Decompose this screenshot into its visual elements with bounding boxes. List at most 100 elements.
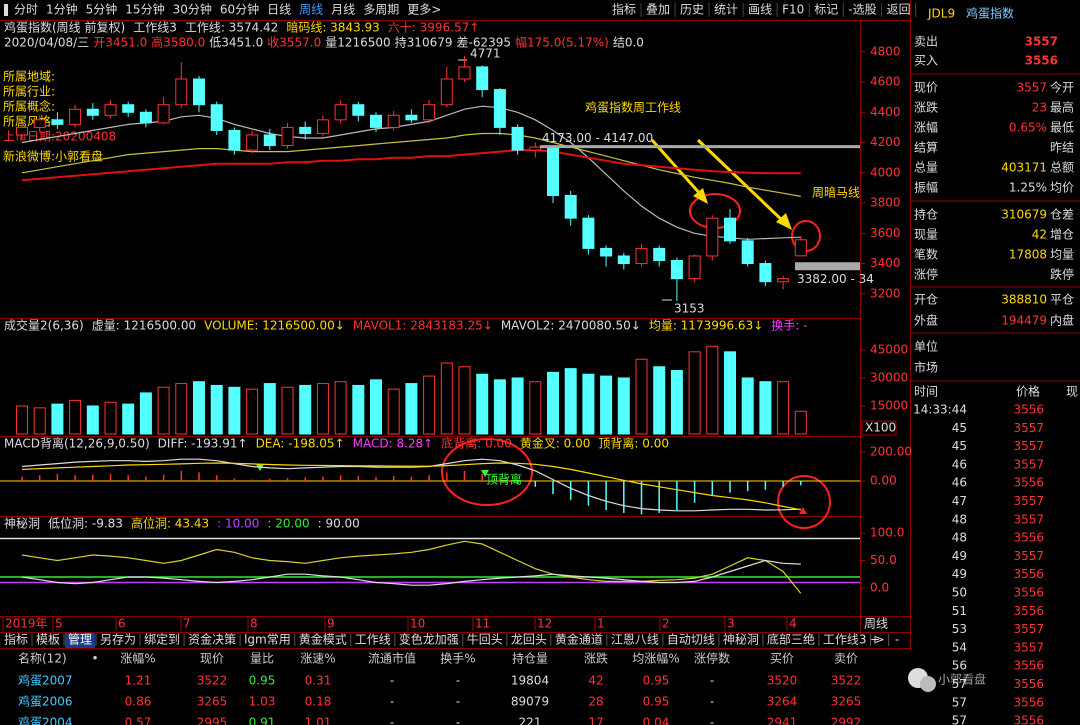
tool-button[interactable]: 统计 bbox=[714, 3, 738, 17]
quote-value: 388810 bbox=[1001, 293, 1047, 307]
tab-button[interactable]: 指标 bbox=[4, 632, 28, 647]
tick-price: 3556 bbox=[1013, 677, 1044, 691]
column-header[interactable]: 均涨幅% bbox=[632, 651, 679, 666]
tick-price: 3557 bbox=[1013, 512, 1044, 526]
quote-label: 外盘 bbox=[914, 313, 938, 328]
tab-button[interactable]: 神秘洞 bbox=[723, 633, 759, 647]
tab-button[interactable]: 底部三绝 bbox=[767, 632, 815, 647]
period-tab[interactable]: 60分钟 bbox=[220, 2, 259, 17]
tool-button[interactable]: 返回 bbox=[887, 3, 911, 17]
stock-note: 所属地域: bbox=[3, 70, 55, 84]
unit-box bbox=[861, 420, 897, 436]
tick-time: 45 bbox=[952, 439, 967, 453]
column-header[interactable]: 名称(12) bbox=[18, 651, 67, 666]
column-header[interactable]: 量比 bbox=[250, 652, 274, 666]
column-header[interactable]: 涨停数 bbox=[694, 651, 730, 666]
period-tab[interactable]: 日线 bbox=[267, 3, 291, 17]
tab-button[interactable]: 黄金模式 bbox=[299, 632, 347, 647]
column-header[interactable]: 流通市值 bbox=[368, 651, 416, 666]
tab-button[interactable]: 变色龙加强 bbox=[399, 632, 459, 647]
tab-button[interactable]: 牛回头 bbox=[467, 632, 503, 647]
tab-button[interactable]: > bbox=[875, 633, 885, 647]
tool-button[interactable]: F10 bbox=[782, 3, 804, 17]
tick-time: 45 bbox=[952, 421, 967, 435]
volume-bar bbox=[759, 381, 772, 435]
period-tab[interactable]: 30分钟 bbox=[173, 2, 212, 17]
period-tab[interactable]: 月线 bbox=[331, 3, 355, 17]
tool-button[interactable]: 叠加 bbox=[646, 3, 670, 17]
column-header[interactable]: 换手% bbox=[440, 652, 475, 666]
y-tick-label: 3200 bbox=[870, 286, 901, 300]
menu-icon[interactable] bbox=[4, 4, 8, 16]
tab-button[interactable]: 江恩八线 bbox=[611, 633, 659, 647]
period-tab[interactable]: 更多> bbox=[407, 3, 441, 17]
tab-button[interactable]: 龙回头 bbox=[511, 633, 547, 647]
volume-bar bbox=[51, 403, 64, 435]
column-header[interactable]: 涨速% bbox=[300, 651, 335, 666]
tab-button[interactable]: 黄金通道 bbox=[555, 632, 603, 647]
volume-bar bbox=[529, 381, 542, 435]
table-cell: 0.57 bbox=[125, 716, 152, 725]
candle-body bbox=[139, 111, 152, 124]
x-tick-label: 6 bbox=[118, 617, 126, 631]
candle-body bbox=[33, 119, 46, 128]
volume-bar bbox=[794, 410, 807, 435]
quote-value: 310679 bbox=[1001, 208, 1047, 222]
period-tab[interactable]: 多周期 bbox=[363, 3, 399, 17]
y-tick-label: 45000 bbox=[870, 342, 908, 356]
candle-body bbox=[86, 108, 99, 116]
volume-header: 虚量: 1216500.00 bbox=[92, 319, 196, 333]
tab-button[interactable]: 资金决策 bbox=[188, 632, 236, 647]
tab-button[interactable]: 另存为 bbox=[100, 633, 136, 647]
tab-button[interactable]: - bbox=[895, 633, 899, 647]
period-tab[interactable]: 5分钟 bbox=[86, 2, 118, 17]
tool-button[interactable]: 指标 bbox=[612, 2, 636, 17]
quote-label: 最高 bbox=[1050, 100, 1074, 115]
candle-body bbox=[564, 194, 577, 219]
candle-body bbox=[759, 263, 772, 283]
tool-button[interactable]: 画线 bbox=[748, 3, 772, 17]
tool-button[interactable]: 标记 bbox=[814, 3, 838, 17]
column-header[interactable]: 买价 bbox=[770, 652, 794, 666]
table-cell: - bbox=[710, 716, 714, 725]
column-header[interactable]: 卖价 bbox=[834, 652, 858, 666]
tool-button[interactable]: -选股 bbox=[848, 3, 876, 17]
volume-bar bbox=[600, 375, 613, 435]
contract-name[interactable]: 鸡蛋2004 bbox=[18, 715, 73, 725]
period-tab[interactable]: 1分钟 bbox=[46, 2, 78, 17]
volume-bar bbox=[423, 375, 436, 435]
period-label: 周线 bbox=[864, 617, 888, 631]
candle-body bbox=[16, 126, 28, 136]
macd-header: 底背离: 0.00 bbox=[441, 436, 512, 451]
bar-info: 持310679 bbox=[395, 35, 453, 50]
volume-header: VOLUME: 1216500.00↓ bbox=[204, 319, 345, 333]
tick-time: 14:33:44 bbox=[913, 403, 967, 417]
column-header[interactable]: 现价 bbox=[200, 652, 224, 666]
column-header[interactable]: • bbox=[91, 652, 98, 666]
tab-button[interactable]: 工作线3 bbox=[823, 633, 867, 647]
tab-button[interactable]: 自动切线 bbox=[667, 633, 715, 647]
tab-button[interactable]: 管理 bbox=[68, 632, 92, 647]
period-tab[interactable]: 15分钟 bbox=[125, 2, 164, 17]
period-tab[interactable]: 周线 bbox=[299, 3, 323, 17]
table-cell: - bbox=[390, 716, 394, 725]
column-header[interactable]: 涨跌 bbox=[584, 651, 608, 666]
tool-button[interactable]: 历史 bbox=[680, 3, 704, 17]
period-tab[interactable]: 分时 bbox=[14, 3, 38, 17]
quote-value: 403171 bbox=[1001, 161, 1047, 175]
tab-button[interactable]: lgm常用 bbox=[244, 633, 291, 647]
tick-time: 57 bbox=[952, 677, 967, 691]
moving-average bbox=[21, 132, 801, 197]
tab-button[interactable]: 模板 bbox=[36, 633, 60, 647]
contract-name[interactable]: 鸡蛋2007 bbox=[18, 673, 73, 688]
quote-label: 平仓 bbox=[1050, 293, 1074, 307]
tab-button[interactable]: 工作线 bbox=[355, 633, 391, 647]
volume-bar bbox=[281, 386, 294, 435]
column-header[interactable]: 持仓量 bbox=[512, 651, 548, 666]
tab-button[interactable]: + bbox=[870, 633, 880, 647]
tab-button[interactable]: 绑定到 bbox=[144, 632, 180, 647]
indicator-header: 神秘洞 bbox=[4, 517, 40, 531]
column-header[interactable]: 涨幅% bbox=[120, 651, 155, 666]
contract-name[interactable]: 鸡蛋2006 bbox=[18, 694, 73, 709]
table-cell: 0.95 bbox=[643, 674, 670, 688]
